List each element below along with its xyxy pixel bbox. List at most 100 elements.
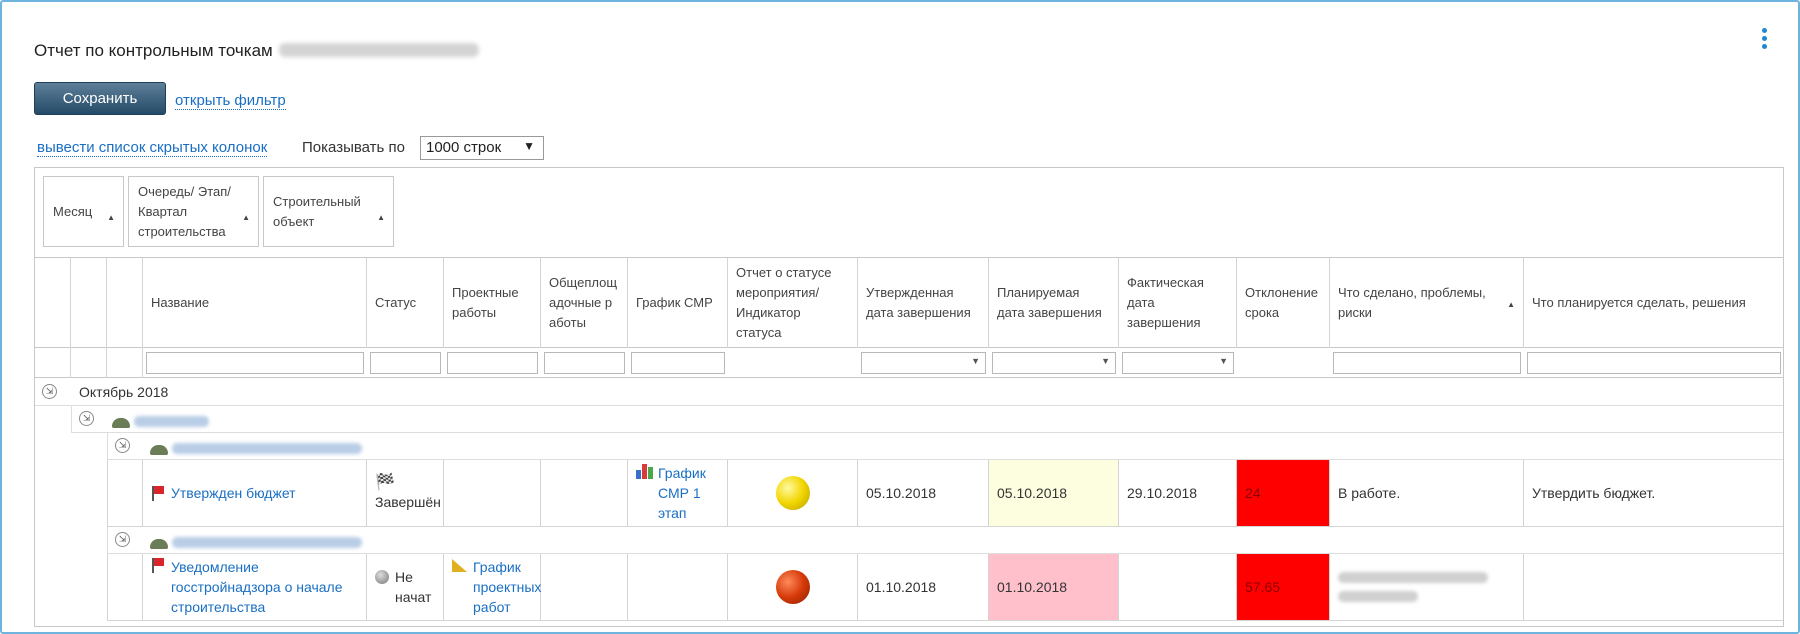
- col-actual-date[interactable]: Фактическая дата завершения: [1119, 258, 1237, 348]
- group-label: Очередь/ Этап/Квартал строительства: [138, 183, 231, 239]
- grouping-panel: Месяц ▲ Очередь/ Этап/Квартал строительст…: [35, 168, 1783, 258]
- collapse-icon[interactable]: ⇲: [42, 384, 57, 399]
- indent-col-3: [107, 258, 143, 348]
- sort-asc-icon: ▲: [377, 213, 385, 222]
- row-status-cell: Не начат: [367, 554, 444, 621]
- group-building-label: [172, 441, 362, 457]
- collapse-icon[interactable]: ⇲: [79, 411, 94, 426]
- building-icon: [150, 441, 172, 457]
- row-name-link[interactable]: Уведомление госстройнадзора о начале стр…: [171, 559, 343, 615]
- chart-icon: [636, 463, 654, 479]
- filter-general-works-input[interactable]: [544, 352, 625, 374]
- group-month-label: Октябрь 2018: [79, 384, 169, 400]
- col-general-works[interactable]: Общеплощадочные работы: [541, 258, 628, 348]
- group-row-building-1: ⇲: [107, 433, 1783, 460]
- row-planned-date: 01.10.2018: [989, 554, 1119, 621]
- title-text: Отчет по контрольным точкам: [34, 41, 273, 60]
- group-row-month: ⇲ Октябрь 2018: [35, 379, 1783, 406]
- filter-sep: [107, 348, 143, 378]
- row-approved-date: 01.10.2018: [858, 554, 989, 621]
- row-smr-cell: [628, 554, 728, 621]
- more-menu-icon[interactable]: [1760, 28, 1768, 50]
- col-smr-schedule[interactable]: График СМР: [628, 258, 728, 348]
- row-project-works-cell: [444, 460, 541, 527]
- group-by-month[interactable]: Месяц ▲: [43, 176, 124, 247]
- filter-sep: [35, 348, 71, 378]
- col-approved-date[interactable]: Утвержденная дата завершения: [858, 258, 989, 348]
- filter-actual-date-select[interactable]: ▼: [1122, 352, 1234, 374]
- blurred-text: [1338, 572, 1488, 583]
- table-body: ⇲ Октябрь 2018 ⇲ ⇲ Утвержден бюджет 🏁 Зав…: [35, 379, 1783, 626]
- dropdown-arrow-icon: ▼: [523, 139, 535, 153]
- row-actual-date: [1119, 554, 1237, 621]
- row-deviation: 24: [1237, 460, 1330, 527]
- group-by-building[interactable]: Строительный объект ▲: [263, 176, 394, 247]
- row-done: В работе.: [1330, 460, 1524, 527]
- rows-per-page-label: Показывать по: [302, 139, 405, 156]
- indent-col-1: [35, 258, 71, 348]
- col-plans[interactable]: Что планируется сделать, решения: [1532, 295, 1746, 310]
- col-event-report[interactable]: Отчет о статусе мероприятия/ Индикатор с…: [728, 258, 858, 348]
- group-row-building-2: ⇲: [107, 527, 1783, 554]
- filter-planned-date-select[interactable]: ▼: [992, 352, 1116, 374]
- filter-sep: [71, 348, 107, 378]
- row-actual-date: 29.10.2018: [1119, 460, 1237, 527]
- dropdown-arrow-icon: ▼: [1219, 356, 1228, 366]
- open-filter-link[interactable]: открыть фильтр: [175, 92, 286, 110]
- filter-smr-schedule-input[interactable]: [631, 352, 725, 374]
- col-status[interactable]: Статус: [367, 258, 444, 348]
- row-plans: Утвердить бюджет.: [1524, 460, 1783, 527]
- filter-done-input[interactable]: [1333, 352, 1521, 374]
- smr-schedule-link[interactable]: График СМР 1 этап: [658, 465, 706, 521]
- not-started-icon: [375, 570, 389, 584]
- status-text: Завершён: [375, 494, 441, 510]
- filter-row: ▼ ▼ ▼: [35, 348, 1783, 378]
- col-deviation[interactable]: Отклонение срока: [1237, 258, 1330, 348]
- dropdown-arrow-icon: ▼: [971, 356, 980, 366]
- project-name-blurred: [278, 43, 479, 57]
- row-status-cell: 🏁 Завершён: [367, 460, 444, 527]
- hidden-columns-link[interactable]: вывести список скрытых колонок: [37, 139, 268, 157]
- collapse-icon[interactable]: ⇲: [115, 438, 130, 453]
- row-general-works-cell: [541, 554, 628, 621]
- indent-cell: [107, 554, 143, 621]
- collapse-icon[interactable]: ⇲: [115, 532, 130, 547]
- row-smr-cell: График СМР 1 этап: [628, 460, 728, 527]
- report-table: Месяц ▲ Очередь/ Этап/Квартал строительст…: [34, 167, 1784, 627]
- ruler-icon: [452, 559, 467, 572]
- filter-approved-date-select[interactable]: ▼: [861, 352, 986, 374]
- indent-col-2: [71, 258, 107, 348]
- sort-asc-icon: ▲: [242, 213, 250, 222]
- row-name-cell: Утвержден бюджет: [143, 460, 367, 527]
- rows-per-page-select[interactable]: 1000 строк ▼: [420, 136, 544, 160]
- sort-asc-icon: ▲: [1507, 300, 1515, 309]
- col-project-works[interactable]: Проектные работы: [444, 258, 541, 348]
- col-done[interactable]: Что сделано, проблемы, риски ▲: [1330, 258, 1524, 348]
- filter-name-input[interactable]: [146, 352, 364, 374]
- blurred-text: [172, 443, 362, 454]
- page-title: Отчет по контрольным точкам: [34, 41, 479, 61]
- filter-status-input[interactable]: [370, 352, 441, 374]
- row-done: [1330, 554, 1524, 621]
- col-done-label: Что сделано, проблемы, риски: [1338, 285, 1486, 320]
- filter-plans-input[interactable]: [1527, 352, 1781, 374]
- group-queue-label: [134, 414, 209, 430]
- flag-icon: [151, 485, 165, 501]
- group-row-queue: ⇲: [71, 406, 1783, 433]
- project-works-link[interactable]: График проектных работ: [473, 559, 542, 615]
- group-by-queue[interactable]: Очередь/ Этап/Квартал строительства ▲: [128, 176, 259, 247]
- filter-project-works-input[interactable]: [447, 352, 538, 374]
- row-name-link[interactable]: Утвержден бюджет: [171, 485, 296, 501]
- save-button[interactable]: Сохранить: [34, 82, 166, 115]
- col-name[interactable]: Название: [143, 258, 367, 348]
- group-label: Строительный объект: [273, 193, 361, 229]
- status-text: Не начат: [395, 569, 432, 605]
- dropdown-arrow-icon: ▼: [1101, 356, 1110, 366]
- row-deviation: 57.65: [1237, 554, 1330, 621]
- sort-asc-icon: ▲: [107, 213, 115, 222]
- group-building-label: [172, 535, 362, 551]
- building-icon: [150, 535, 172, 551]
- col-planned-date[interactable]: Планируемая дата завершения: [989, 258, 1119, 348]
- column-header-row: Название Статус Проектные работы Общепло…: [35, 258, 1783, 348]
